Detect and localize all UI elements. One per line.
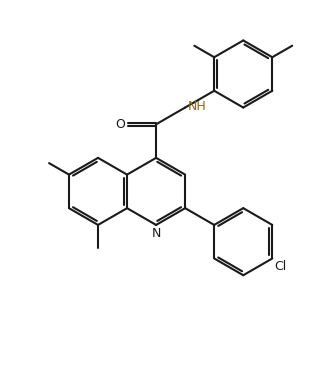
Text: O: O: [115, 118, 125, 131]
Text: NH: NH: [188, 100, 206, 113]
Text: N: N: [151, 228, 161, 240]
Text: Cl: Cl: [274, 260, 286, 273]
